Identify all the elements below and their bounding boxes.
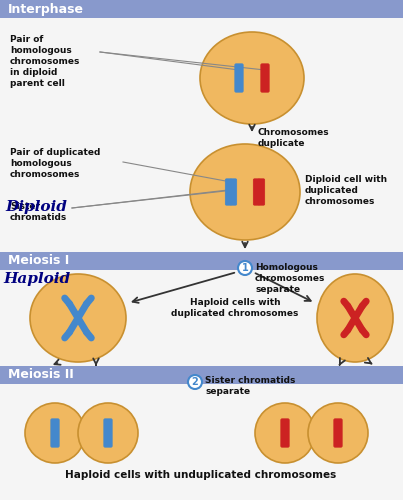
Text: Haploid cells with unduplicated chromosomes: Haploid cells with unduplicated chromoso… xyxy=(65,470,337,480)
Ellipse shape xyxy=(78,403,138,463)
FancyBboxPatch shape xyxy=(334,419,342,447)
Ellipse shape xyxy=(308,403,368,463)
FancyBboxPatch shape xyxy=(235,64,243,92)
FancyBboxPatch shape xyxy=(281,419,289,447)
Ellipse shape xyxy=(200,32,304,124)
Circle shape xyxy=(238,261,252,275)
Text: Sister chromatids
separate: Sister chromatids separate xyxy=(205,376,295,396)
FancyBboxPatch shape xyxy=(104,419,112,447)
FancyBboxPatch shape xyxy=(225,179,232,205)
Ellipse shape xyxy=(30,274,126,362)
FancyBboxPatch shape xyxy=(253,179,260,205)
Bar xyxy=(0,0,403,18)
Text: Chromosomes
duplicate: Chromosomes duplicate xyxy=(258,128,330,148)
FancyBboxPatch shape xyxy=(51,419,59,447)
Bar xyxy=(0,366,403,384)
Bar xyxy=(0,252,403,270)
Text: Homologous
chromosomes
separate: Homologous chromosomes separate xyxy=(255,263,325,294)
FancyBboxPatch shape xyxy=(258,179,265,205)
Text: 2: 2 xyxy=(191,377,198,387)
Text: Diploid: Diploid xyxy=(5,200,67,214)
Ellipse shape xyxy=(25,403,85,463)
Ellipse shape xyxy=(255,403,315,463)
Text: Diploid cell with
duplicated
chromosomes: Diploid cell with duplicated chromosomes xyxy=(305,175,387,206)
Ellipse shape xyxy=(317,274,393,362)
Circle shape xyxy=(188,375,202,389)
FancyBboxPatch shape xyxy=(230,179,237,205)
Text: 1: 1 xyxy=(242,263,248,273)
Text: Meiosis I: Meiosis I xyxy=(8,254,69,268)
Text: Haploid cells with
duplicated chromosomes: Haploid cells with duplicated chromosome… xyxy=(171,298,299,318)
Text: Pair of duplicated
homologous
chromosomes: Pair of duplicated homologous chromosome… xyxy=(10,148,100,179)
Text: Interphase: Interphase xyxy=(8,2,84,16)
Text: Sister
chromatids: Sister chromatids xyxy=(10,202,67,222)
Text: Haploid: Haploid xyxy=(3,272,70,286)
Text: Pair of
homologous
chromosomes
in diploid
parent cell: Pair of homologous chromosomes in diploi… xyxy=(10,35,80,88)
Ellipse shape xyxy=(190,144,300,240)
FancyBboxPatch shape xyxy=(261,64,269,92)
Text: Meiosis II: Meiosis II xyxy=(8,368,74,382)
